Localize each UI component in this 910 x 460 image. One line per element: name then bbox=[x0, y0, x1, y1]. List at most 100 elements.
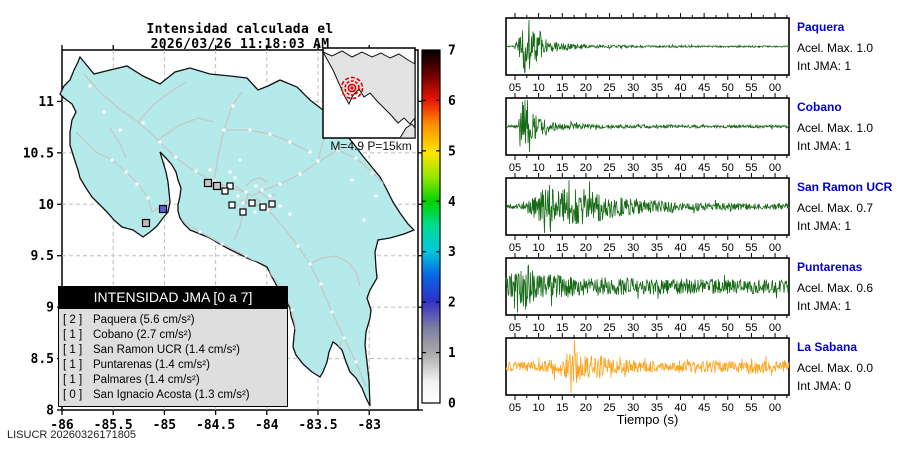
y-axis-tick-label: 10.5 bbox=[23, 146, 54, 161]
legend-intensity: [ 1 ] bbox=[63, 328, 83, 341]
x-axis-tick-label: -83 bbox=[357, 418, 380, 433]
station-dot bbox=[268, 132, 272, 136]
station-info-la-sabana: La Sabana Acel. Max. 0.0 Int JMA: 0 bbox=[797, 338, 909, 395]
seismogram-tick-label: 15 bbox=[556, 242, 568, 254]
legend-station: San Ramon UCR (1.4 cm/s²) bbox=[93, 343, 240, 356]
station-dot bbox=[296, 244, 300, 248]
intensity-legend: INTENSIDAD JMA [0 a 7] [ 2 ] Paquera (5.… bbox=[58, 286, 288, 407]
seismogram-trace bbox=[505, 179, 790, 234]
station-name: Paquera bbox=[797, 20, 845, 34]
seismogram-trace bbox=[505, 19, 790, 74]
station-dot bbox=[228, 170, 232, 174]
station-dot bbox=[308, 262, 312, 266]
seismogram-tick-label: 15 bbox=[556, 162, 568, 174]
station-dot bbox=[244, 190, 248, 194]
inset-map: M=4.9 P=15km bbox=[321, 47, 416, 153]
seismogram-tick-label: 45 bbox=[698, 402, 710, 414]
seismogram-tick-label: 10 bbox=[533, 322, 545, 334]
seismogram-tick-label: 50 bbox=[722, 82, 734, 94]
station-accel: Acel. Max. 0.0 bbox=[797, 361, 874, 375]
seismogram-ticks bbox=[514, 333, 788, 400]
seismogram-panel: 05 10 15 20 25 30 35 40 45 50 55 00 bbox=[505, 93, 790, 174]
station-dot bbox=[288, 140, 292, 144]
station-dot bbox=[342, 336, 346, 340]
seismogram-tick-label: 35 bbox=[651, 82, 663, 94]
seismogram-panel: 05 10 15 20 25 30 35 40 45 50 55 00 bbox=[505, 13, 790, 94]
intensity-markers bbox=[141, 178, 276, 228]
legend-body: [ 2 ] Paquera (5.6 cm/s²) [ 1 ] Cobano (… bbox=[58, 309, 288, 407]
intensity-marker-open bbox=[259, 203, 267, 211]
legend-intensity: [ 1 ] bbox=[63, 358, 83, 371]
seismogram-tick-label: 50 bbox=[722, 402, 734, 414]
seismogram-tick-label: 05 bbox=[509, 322, 521, 334]
seismogram-tick-label: 50 bbox=[722, 162, 734, 174]
seismogram-tick-label: 45 bbox=[698, 82, 710, 94]
intensity-marker-open bbox=[248, 199, 256, 207]
seismogram-tick-label: 00 bbox=[769, 322, 781, 334]
seismogram-tick-label: 20 bbox=[580, 162, 592, 174]
seismogram-tick-label: 25 bbox=[603, 82, 615, 94]
station-dot bbox=[220, 242, 224, 246]
x-axis-tick-label: -85.5 bbox=[94, 418, 133, 433]
seismogram-tick-label: 05 bbox=[509, 402, 521, 414]
colorbar-tick-label: 2 bbox=[448, 296, 455, 311]
station-dot bbox=[231, 104, 235, 108]
legend-intensity: [ 1 ] bbox=[63, 343, 83, 356]
colorbar-tick-label: 7 bbox=[448, 43, 455, 58]
station-dot bbox=[244, 254, 248, 258]
station-dot bbox=[110, 158, 114, 162]
seismogram-tick-label: 25 bbox=[603, 322, 615, 334]
x-axis-tick-label: -84 bbox=[255, 418, 279, 433]
seismogram-tick-label: 40 bbox=[674, 322, 686, 334]
inset-magnitude-label: M=4.9 P=15km bbox=[330, 139, 411, 153]
station-dot bbox=[158, 140, 162, 144]
seismogram-tick-label: 40 bbox=[674, 82, 686, 94]
station-dot bbox=[319, 282, 323, 286]
station-info-paquera: Paquera Acel. Max. 1.0 Int JMA: 1 bbox=[797, 18, 909, 75]
station-dot bbox=[260, 188, 264, 192]
station-dot bbox=[316, 159, 320, 163]
station-dot bbox=[374, 194, 378, 198]
station-dot bbox=[266, 208, 270, 212]
station-jma: Int JMA: 0 bbox=[797, 379, 852, 393]
legend-station: San Ignacio Acosta (1.3 cm/s²) bbox=[93, 388, 250, 401]
seismogram-tick-label: 20 bbox=[580, 322, 592, 334]
seismogram-tick-label: 45 bbox=[698, 322, 710, 334]
seismogram-tick-label: 10 bbox=[533, 82, 545, 94]
legend-station: Paquera (5.6 cm/s²) bbox=[93, 313, 195, 326]
legend-title: INTENSIDAD JMA [0 a 7] bbox=[58, 286, 288, 309]
colorbar-tick-label: 4 bbox=[448, 195, 455, 210]
seismogram-tick-label: 15 bbox=[556, 322, 568, 334]
time-axis-label: Tiempo (s) bbox=[616, 412, 679, 427]
station-accel: Acel. Max. 1.0 bbox=[797, 121, 874, 135]
station-dot bbox=[354, 360, 358, 364]
station-info-san-ramon: San Ramon UCR Acel. Max. 0.7 Int JMA: 1 bbox=[797, 178, 909, 235]
station-dot bbox=[212, 179, 216, 183]
station-info-puntarenas: Puntarenas Acel. Max. 0.6 Int JMA: 1 bbox=[797, 258, 909, 315]
seismogram-tick-label: 55 bbox=[745, 242, 757, 254]
station-dot bbox=[290, 308, 294, 312]
colorbar-tick-label: 3 bbox=[448, 245, 455, 260]
seismogram-ticks bbox=[514, 173, 788, 240]
epicenter-icon bbox=[340, 76, 364, 100]
seismogram-trace bbox=[505, 339, 790, 394]
seismogram-tick-label: 10 bbox=[533, 242, 545, 254]
seismogram-tick-label: 35 bbox=[651, 322, 663, 334]
station-name: La Sabana bbox=[797, 340, 858, 354]
seismogram-tick-label: 55 bbox=[745, 82, 757, 94]
legend-item: [ 1 ] Cobano (2.7 cm/s²) bbox=[59, 327, 287, 342]
seismogram-tick-label: 00 bbox=[769, 82, 781, 94]
station-dot bbox=[298, 172, 302, 176]
station-dot bbox=[208, 168, 212, 172]
seismogram-panel: 05 10 15 20 25 30 35 40 45 50 55 00 bbox=[505, 333, 790, 414]
station-jma: Int JMA: 1 bbox=[797, 219, 852, 233]
station-dot bbox=[362, 218, 366, 222]
station-dot bbox=[238, 158, 242, 162]
intensity-marker-open bbox=[221, 187, 229, 195]
station-dot bbox=[135, 182, 139, 186]
seismogram-tick-label: 35 bbox=[651, 402, 663, 414]
intensity-marker-filled bbox=[141, 218, 151, 228]
station-dot bbox=[253, 210, 257, 214]
station-dot bbox=[288, 212, 292, 216]
station-jma: Int JMA: 1 bbox=[797, 59, 852, 73]
